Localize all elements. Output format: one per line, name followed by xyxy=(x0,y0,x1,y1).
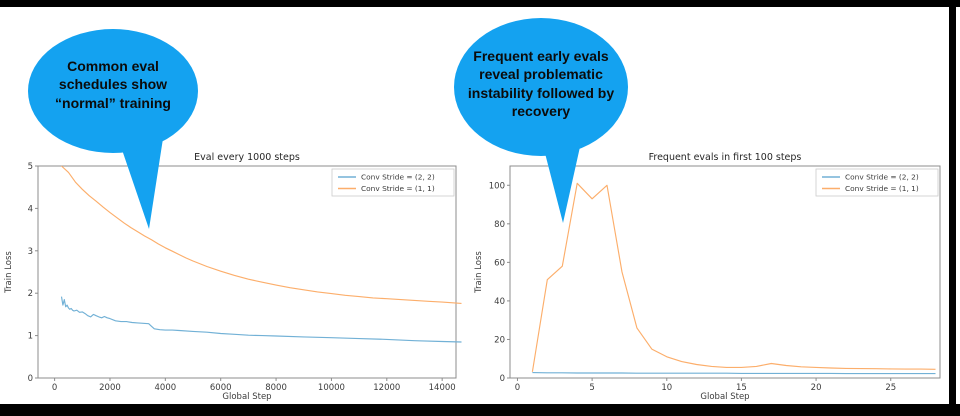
y-tick-label: 1 xyxy=(28,332,33,342)
series-line xyxy=(60,296,462,343)
y-axis-label: Train Loss xyxy=(474,251,484,294)
legend: Conv Stride = (2, 2) Conv Stride = (1, 1) xyxy=(331,168,455,197)
legend-label: Conv Stride = (1, 1) xyxy=(361,184,435,193)
plot-frame xyxy=(509,165,941,379)
y-tick-label: 0 xyxy=(500,374,505,384)
callout-left-text: Common eval schedules show “normal” trai… xyxy=(55,58,171,111)
callout-right-text: Frequent early evals reveal problematic … xyxy=(467,48,615,120)
y-tick-label: 100 xyxy=(489,181,505,191)
x-axis-label: Global Step xyxy=(222,392,271,402)
legend-label: Conv Stride = (1, 1) xyxy=(845,184,919,193)
chart-right-svg: 0 5 10 15 20 25 0 20 40 60 80 100 Frequent evals in … xyxy=(474,152,941,402)
x-tick-label: 10000 xyxy=(318,383,345,393)
chart-right: 0 5 10 15 20 25 0 20 40 60 80 100 Frequent evals in … xyxy=(472,148,950,406)
x-tick-label: 8000 xyxy=(265,383,287,393)
x-tick-label: 6000 xyxy=(210,383,232,393)
x-tick-label: 10 xyxy=(661,383,672,393)
legend-label: Conv Stride = (2, 2) xyxy=(845,173,919,182)
y-tick-label: 0 xyxy=(28,374,33,384)
x-tick-label: 0 xyxy=(52,383,57,393)
y-tick-label: 3 xyxy=(28,247,33,257)
x-tick-label: 5 xyxy=(589,383,594,393)
y-tick-label: 2 xyxy=(28,289,33,299)
chart-left: 0 2000 4000 6000 8000 10000 12000 14000 0 1 2 3 4 5 Ev… xyxy=(2,148,472,406)
y-axis-label: Train Loss xyxy=(4,251,14,294)
legend-box xyxy=(331,168,455,197)
x-tick-label: 15 xyxy=(736,383,747,393)
x-tick-label: 2000 xyxy=(99,383,121,393)
top-border-bar xyxy=(0,0,960,7)
bottom-border-bar xyxy=(0,404,960,416)
x-tick-label: 12000 xyxy=(373,383,400,393)
legend-label: Conv Stride = (2, 2) xyxy=(361,173,435,182)
legend: Conv Stride = (2, 2) Conv Stride = (1, 1) xyxy=(815,168,939,197)
y-tick-label: 4 xyxy=(28,204,33,214)
series-line xyxy=(531,182,936,372)
x-tick-label: 25 xyxy=(885,383,896,393)
y-tick-label: 20 xyxy=(494,335,505,345)
series-line xyxy=(61,165,462,304)
x-tick-label: 4000 xyxy=(155,383,177,393)
y-tick-label: 5 xyxy=(28,162,33,172)
legend-box xyxy=(815,168,939,197)
chart-left-svg: 0 2000 4000 6000 8000 10000 12000 14000 0 1 2 3 4 5 Ev… xyxy=(4,152,462,402)
y-tick-label: 80 xyxy=(494,220,505,230)
x-tick-label: 14000 xyxy=(429,383,456,393)
y-tick-label: 40 xyxy=(494,297,505,307)
x-tick-label: 0 xyxy=(515,383,520,393)
right-border-bar xyxy=(949,0,956,416)
plot-frame xyxy=(37,165,457,379)
series-line xyxy=(532,372,936,375)
x-tick-label: 20 xyxy=(811,383,822,393)
chart-title: Eval every 1000 steps xyxy=(194,152,300,163)
x-axis-label: Global Step xyxy=(700,392,749,402)
chart-title: Frequent evals in first 100 steps xyxy=(649,152,802,163)
y-tick-label: 60 xyxy=(494,258,505,268)
